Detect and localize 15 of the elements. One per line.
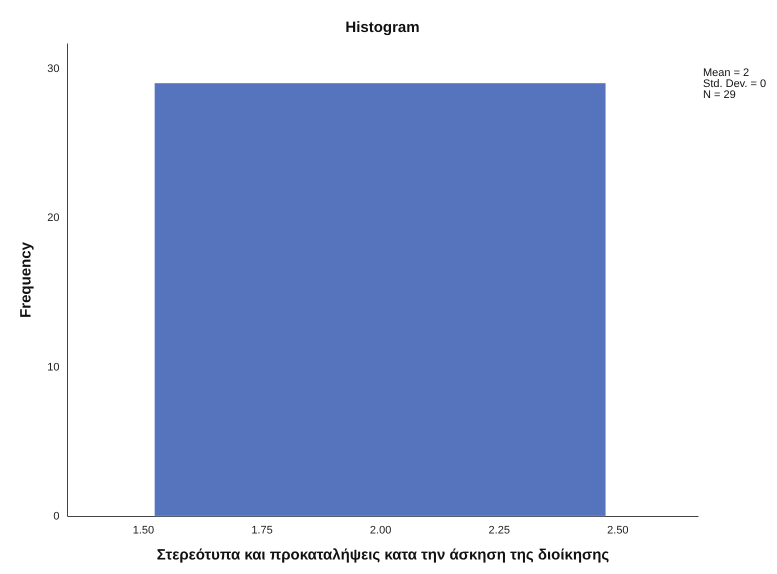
y-tick-label: 10 — [47, 361, 60, 374]
text: N = 29 — [703, 89, 736, 101]
y-tick-label: 20 — [47, 212, 60, 224]
text: Mean = 2 — [703, 67, 750, 79]
x-tick-label: 1.50 — [132, 524, 154, 536]
chart-title: Histogram — [345, 19, 420, 36]
x-tick-label: 2.50 — [607, 524, 629, 536]
y-tick-label: 0 — [53, 510, 60, 522]
text: Std. Dev. = 0 — [703, 78, 766, 90]
y-axis-title: Frequency — [17, 241, 34, 318]
x-axis-title: Στερεότυπα και προκαταλήψεις κατα την άσκηση της διοίκησης — [156, 546, 610, 564]
x-tick-label: 1.75 — [251, 524, 273, 536]
y-tick-label: 30 — [47, 62, 60, 75]
x-tick-label: 2.25 — [488, 524, 510, 536]
x-tick-label: 2.00 — [370, 524, 392, 536]
